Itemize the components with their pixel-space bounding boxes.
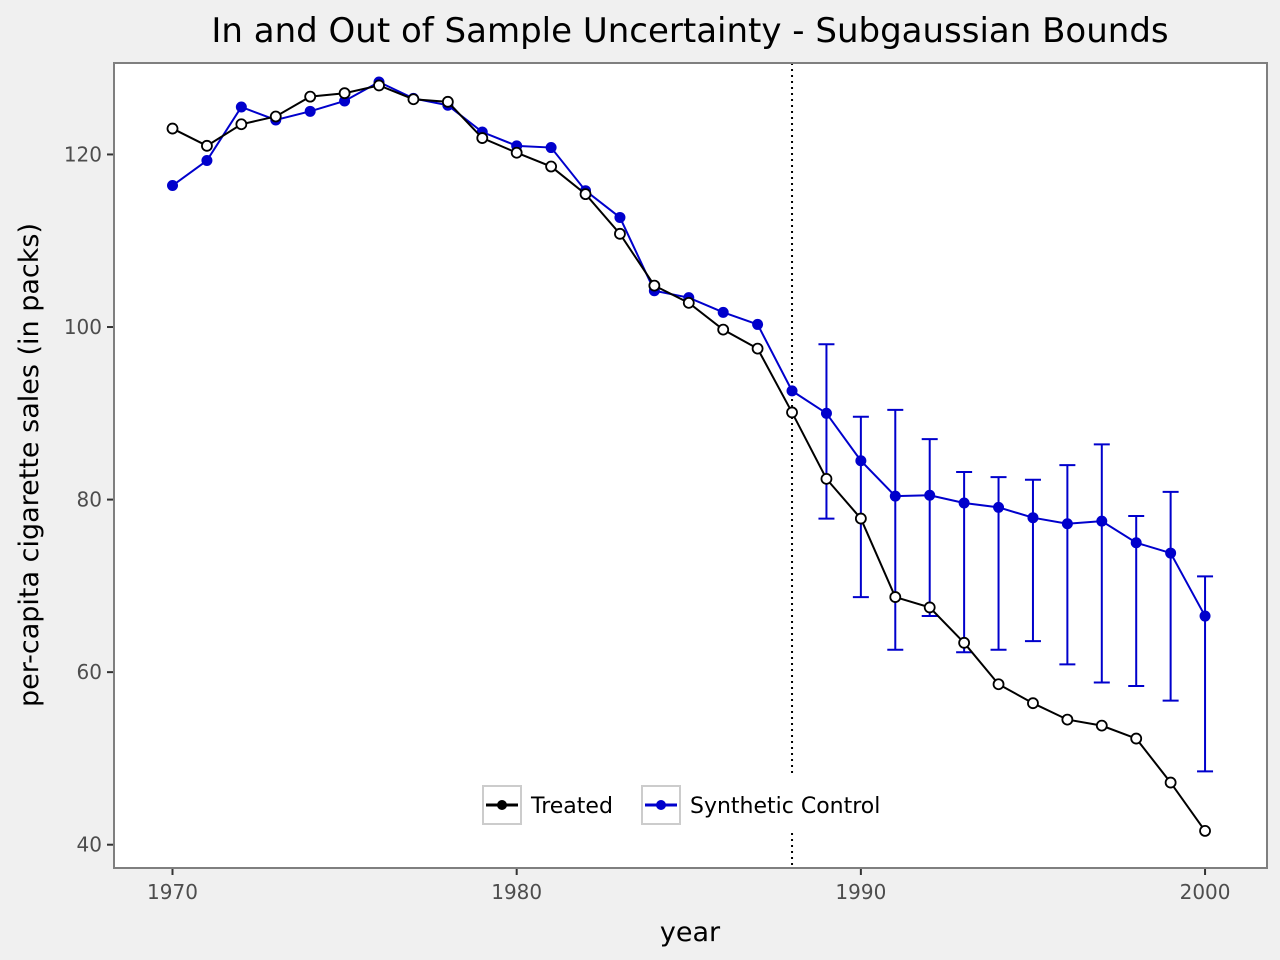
synthetic-control-point: [924, 489, 936, 501]
legend-label: Synthetic Control: [690, 794, 880, 819]
synthetic-control-point: [820, 407, 832, 419]
treated-point: [235, 118, 248, 131]
synthetic-control-point: [167, 180, 179, 192]
error-bar: [1024, 478, 1041, 643]
y-tick-label: 120: [64, 142, 102, 166]
treated-point: [166, 122, 179, 135]
error-bar: [887, 408, 904, 651]
treated-point: [1130, 732, 1143, 745]
treated-point: [476, 132, 489, 144]
error-bar: [1093, 443, 1110, 684]
x-tick-label: 1970: [147, 880, 198, 904]
treated-point: [854, 512, 867, 525]
treated-point: [545, 160, 558, 173]
synthetic-control-point: [1027, 512, 1039, 524]
synthetic-control-point: [889, 490, 901, 502]
synthetic-control-point: [614, 211, 626, 223]
treated-point: [682, 296, 695, 309]
synthetic-control-point: [1199, 610, 1211, 622]
series-layer: [166, 76, 1211, 837]
error-bar: [1162, 490, 1179, 702]
treated-point: [648, 279, 661, 292]
treated-point: [820, 472, 833, 485]
synthetic-control-point: [993, 501, 1005, 513]
treated-point: [201, 139, 213, 152]
treated-point: [786, 406, 798, 419]
y-tick-label: 100: [64, 315, 102, 339]
treated-point: [958, 636, 971, 649]
panel-border: [113, 62, 1268, 869]
error-bar: [1197, 575, 1214, 773]
legend-label: Treated: [530, 794, 613, 819]
treated-point: [1061, 713, 1074, 726]
synthetic-control-point: [717, 306, 729, 318]
synthetic-control-point: [855, 455, 867, 467]
treated-point: [923, 601, 936, 614]
chart-title: In and Out of Sample Uncertainty - Subga…: [211, 11, 1168, 51]
treated-point: [304, 90, 317, 103]
treated-point: [407, 93, 420, 106]
treated-point: [338, 87, 351, 100]
treated-point: [579, 188, 592, 201]
y-axis-title: per-capita cigarette sales (in packs): [14, 223, 45, 707]
treated-point: [1199, 824, 1211, 837]
treated-point: [441, 95, 454, 108]
treated-point: [992, 678, 1005, 691]
legend-key-marker: [497, 800, 507, 810]
x-tick-label: 1990: [835, 880, 886, 904]
y-tick-label: 40: [77, 833, 102, 857]
treated-point: [751, 342, 764, 355]
error-bar: [921, 438, 938, 618]
synthetic-control-point: [545, 142, 557, 154]
synthetic-control-point: [1096, 515, 1108, 527]
treated-point: [510, 146, 523, 159]
treated-point: [269, 110, 282, 123]
synthetic-control-point: [958, 497, 970, 509]
error-bar: [852, 415, 869, 599]
plot-panel: [114, 63, 1267, 868]
synthetic-control-point: [1165, 547, 1177, 559]
legend-key-marker: [656, 800, 666, 810]
y-tick-label: 60: [77, 660, 102, 684]
treated-point: [1164, 776, 1177, 789]
legend-item: Synthetic Control: [641, 785, 880, 825]
x-tick-label: 2000: [1180, 880, 1231, 904]
synthetic-control-point: [235, 101, 247, 113]
synthetic-control-point: [304, 105, 316, 117]
treated-point: [373, 79, 385, 92]
x-axis-title: year: [660, 917, 721, 948]
error-bars: [818, 343, 1214, 773]
synthetic-control-point: [201, 154, 213, 166]
x-tick-label: 1980: [491, 880, 542, 904]
synthetic-control-point: [1130, 537, 1142, 549]
treated-point: [1027, 697, 1039, 710]
y-tick-label: 80: [77, 488, 102, 512]
synthetic-control-point: [752, 318, 764, 330]
error-bar: [818, 343, 835, 520]
error-bar: [1059, 464, 1076, 666]
treated-point: [1095, 719, 1108, 732]
axes: 1970 1980 1990 2000 40 60 80 100 120: [64, 142, 1231, 904]
treated-point: [889, 591, 902, 603]
synthetic-control-point: [786, 385, 798, 397]
treated-point: [614, 227, 626, 240]
synthetic-control-point: [1061, 518, 1073, 530]
treated-point: [717, 323, 730, 336]
legend-item: Treated: [482, 785, 613, 825]
legend: Treated Synthetic Control: [482, 785, 880, 825]
